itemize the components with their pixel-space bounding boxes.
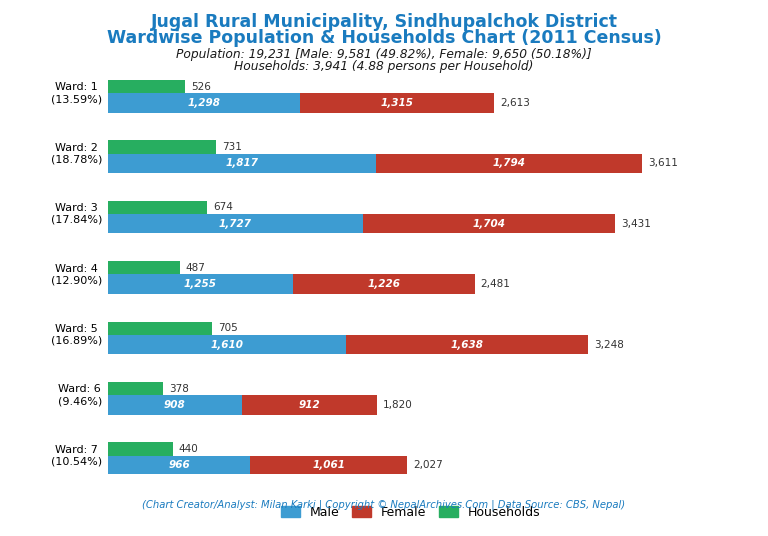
Bar: [108, 140, 216, 154]
Bar: [108, 274, 293, 294]
Text: 440: 440: [178, 444, 198, 454]
Text: 908: 908: [164, 400, 186, 410]
Bar: [363, 214, 615, 233]
Bar: [346, 335, 588, 354]
Bar: [250, 456, 408, 475]
Text: 674: 674: [214, 203, 233, 212]
Text: 1,638: 1,638: [451, 339, 484, 349]
Text: 1,061: 1,061: [313, 460, 346, 470]
Text: 966: 966: [168, 460, 190, 470]
Text: 1,820: 1,820: [382, 400, 412, 410]
Bar: [242, 395, 377, 414]
Text: Wardwise Population & Households Chart (2011 Census): Wardwise Population & Households Chart (…: [107, 29, 661, 48]
Text: 2,481: 2,481: [481, 279, 511, 289]
Text: 1,794: 1,794: [492, 158, 525, 168]
Bar: [300, 93, 494, 113]
Bar: [108, 322, 212, 335]
Text: 487: 487: [186, 263, 205, 273]
Text: 1,704: 1,704: [472, 219, 505, 229]
Text: 731: 731: [222, 142, 241, 152]
Bar: [108, 154, 376, 173]
Text: Jugal Rural Municipality, Sindhupalchok District: Jugal Rural Municipality, Sindhupalchok …: [151, 13, 617, 32]
Text: 1,226: 1,226: [367, 279, 400, 289]
Text: 1,610: 1,610: [210, 339, 243, 349]
Bar: [108, 261, 180, 274]
Text: 1,817: 1,817: [226, 158, 259, 168]
Text: 2,027: 2,027: [413, 460, 443, 470]
Text: 3,431: 3,431: [621, 219, 651, 229]
Text: 2,613: 2,613: [500, 98, 530, 108]
Text: 3,248: 3,248: [594, 339, 624, 349]
Bar: [108, 201, 207, 214]
Bar: [108, 456, 250, 475]
Text: 1,315: 1,315: [380, 98, 413, 108]
Bar: [108, 442, 173, 456]
Text: 1,727: 1,727: [219, 219, 252, 229]
Text: 1,255: 1,255: [184, 279, 217, 289]
Bar: [108, 395, 242, 414]
Text: 378: 378: [170, 384, 189, 393]
Bar: [293, 274, 475, 294]
Text: Population: 19,231 [Male: 9,581 (49.82%), Female: 9,650 (50.18%)]: Population: 19,231 [Male: 9,581 (49.82%)…: [176, 48, 592, 61]
Bar: [108, 382, 164, 395]
Text: Households: 3,941 (4.88 persons per Household): Households: 3,941 (4.88 persons per Hous…: [234, 60, 534, 73]
Bar: [108, 93, 300, 113]
Bar: [108, 335, 346, 354]
Text: 1,298: 1,298: [187, 98, 220, 108]
Bar: [108, 80, 185, 93]
Legend: Male, Female, Households: Male, Female, Households: [276, 501, 545, 524]
Text: (Chart Creator/Analyst: Milan Karki | Copyright © NepalArchives.Com | Data Sourc: (Chart Creator/Analyst: Milan Karki | Co…: [142, 500, 626, 510]
Text: 526: 526: [191, 81, 211, 92]
Bar: [108, 214, 363, 233]
Text: 705: 705: [218, 323, 237, 333]
Text: 912: 912: [299, 400, 320, 410]
Text: 3,611: 3,611: [647, 158, 677, 168]
Bar: [376, 154, 642, 173]
